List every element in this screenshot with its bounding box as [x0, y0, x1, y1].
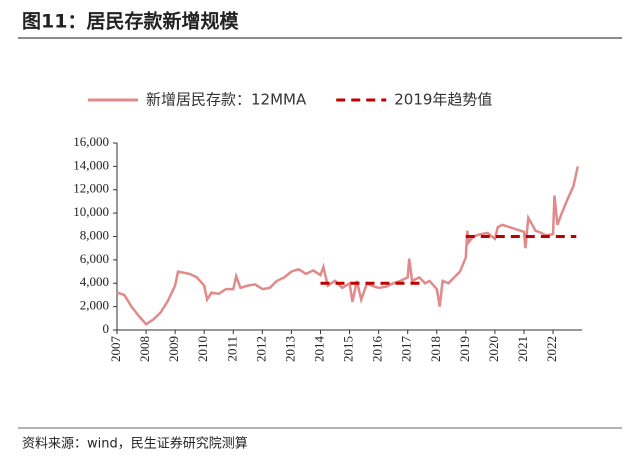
y-tick-label: 12,000 — [73, 181, 109, 196]
y-tick-label: 14,000 — [73, 157, 109, 172]
x-tick-label: 2020 — [486, 336, 501, 362]
x-tick-label: 2009 — [166, 336, 181, 362]
x-tick-label: 2017 — [399, 336, 414, 363]
x-tick-label: 2010 — [195, 336, 210, 362]
x-tick-label: 2021 — [515, 336, 530, 362]
y-tick-label: 4,000 — [80, 274, 109, 289]
y-tick-label: 0 — [103, 321, 110, 336]
y-tick-label: 2,000 — [80, 298, 109, 313]
x-tick-label: 2016 — [370, 336, 385, 363]
chart-title: 图11：居民存款新增规模 — [22, 10, 239, 33]
x-tick-label: 2014 — [311, 336, 326, 363]
x-tick-label: 2022 — [544, 336, 559, 362]
y-tick-label: 8,000 — [80, 227, 109, 242]
x-tick-label: 2011 — [224, 336, 239, 362]
x-tick-label: 2018 — [428, 336, 443, 362]
x-tick-label: 2019 — [457, 336, 472, 362]
y-tick-label: 16,000 — [73, 134, 109, 149]
x-tick-label: 2013 — [282, 336, 297, 362]
series-line — [320, 235, 577, 285]
x-tick-label: 2015 — [341, 336, 356, 362]
legend-label: 新增居民存款：12MMA — [146, 91, 307, 109]
x-tick-label: 2007 — [108, 336, 123, 363]
series-line — [116, 166, 580, 326]
legend-label: 2019年趋势值 — [394, 91, 492, 109]
y-tick-label: 6,000 — [80, 251, 109, 266]
x-tick-label: 2012 — [253, 336, 268, 362]
y-tick-label: 10,000 — [73, 204, 109, 219]
x-tick-label: 2008 — [137, 336, 152, 362]
source: 资料来源：wind，民生证券研究院测算 — [22, 436, 248, 452]
